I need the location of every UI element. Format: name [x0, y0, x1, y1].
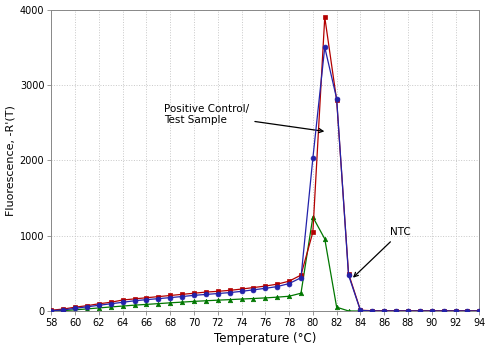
Text: NTC: NTC — [354, 227, 411, 277]
X-axis label: Temperature (°C): Temperature (°C) — [214, 332, 317, 345]
Text: Positive Control/
Test Sample: Positive Control/ Test Sample — [164, 104, 323, 133]
Y-axis label: Fluorescence, -R'(T): Fluorescence, -R'(T) — [5, 105, 16, 216]
